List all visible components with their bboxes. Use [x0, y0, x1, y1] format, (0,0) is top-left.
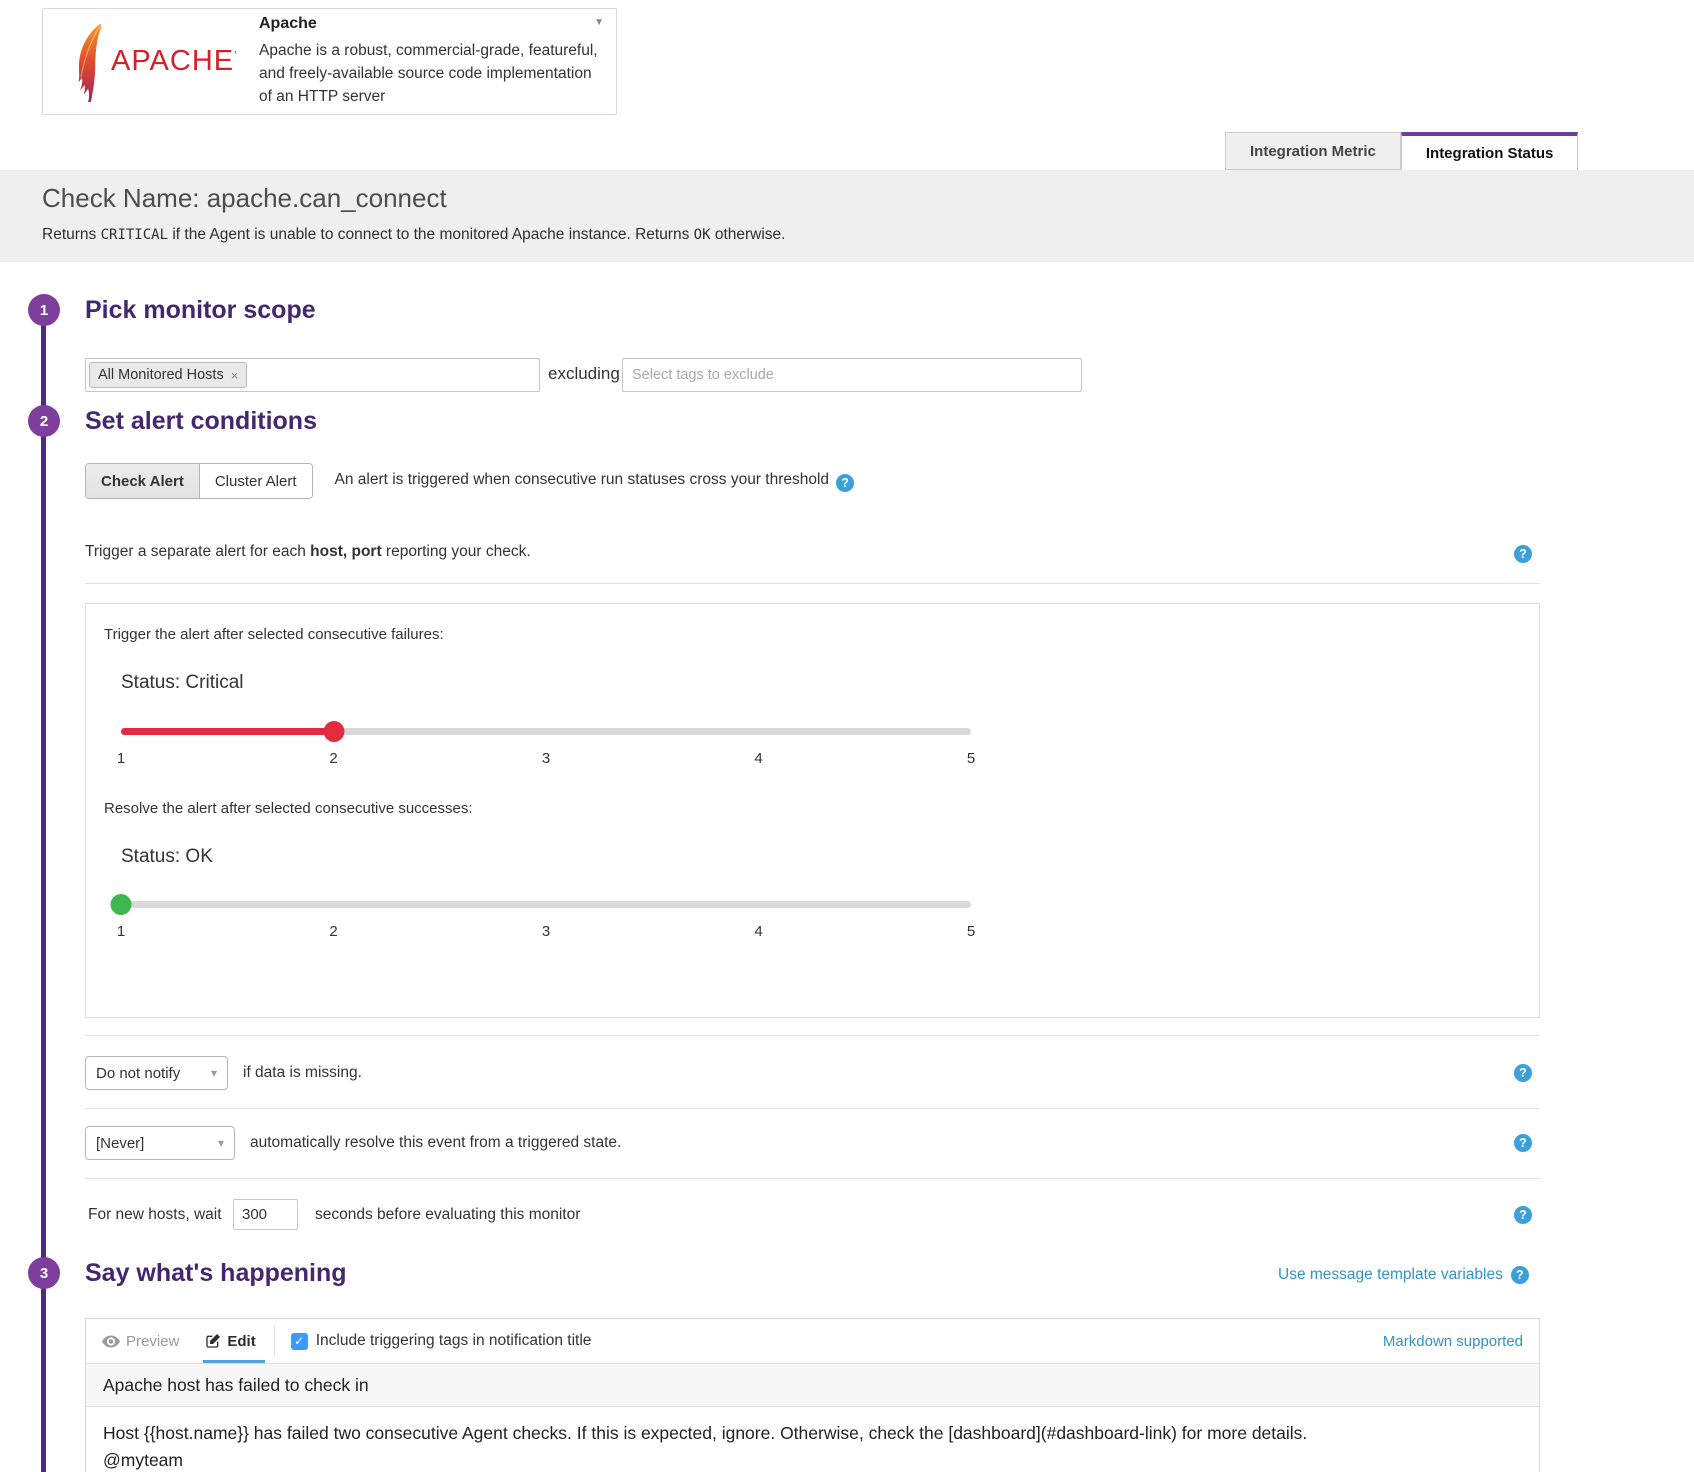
tick-label: 3	[541, 923, 551, 940]
auto-resolve-dropdown[interactable]: [Never] ▾	[85, 1126, 235, 1160]
set-alert-conditions-heading: Set alert conditions	[85, 407, 317, 435]
edit-tab-label: Edit	[227, 1332, 256, 1350]
edit-tab[interactable]: Edit	[203, 1332, 266, 1363]
tick-label: 4	[754, 750, 763, 767]
integration-title: Apache	[259, 14, 317, 32]
tick-label: 1	[116, 750, 126, 767]
edit-tab-active-underline	[203, 1359, 266, 1363]
divider	[85, 1035, 1540, 1036]
remove-tag-icon[interactable]: ×	[230, 367, 239, 383]
scope-tag-label: All Monitored Hosts	[98, 367, 224, 383]
tab-integration-metric[interactable]: Integration Metric	[1225, 132, 1401, 170]
step-1-badge: 1	[28, 294, 60, 326]
toolbar-divider	[273, 1326, 275, 1356]
check-name-band: Check Name: apache.can_connect Returns C…	[0, 170, 1694, 262]
new-host-wait-label-post: seconds before evaluating this monitor	[315, 1206, 581, 1223]
ok-status-label: Status: OK	[121, 846, 213, 867]
preview-tab-label: Preview	[126, 1332, 180, 1350]
consecutive-failures-label: Trigger the alert after selected consecu…	[104, 626, 444, 643]
auto-resolve-label: automatically resolve this event from a …	[250, 1134, 622, 1151]
apache-trademark: ’	[234, 48, 238, 63]
template-variables-help-icon[interactable]: ?	[1510, 1266, 1529, 1284]
tick-label: 1	[116, 923, 126, 940]
critical-slider-knob[interactable]	[323, 721, 344, 742]
markdown-supported-note: Markdown supported	[1382, 1332, 1523, 1350]
tab-integration-status[interactable]: Integration Status	[1400, 132, 1579, 170]
apache-logo: APACHE’	[57, 22, 247, 102]
missing-data-dropdown-value: Do not notify	[96, 1064, 181, 1082]
stepper-line	[41, 310, 46, 1472]
integration-description: Apache is a robust, commercial-grade, fe…	[259, 41, 598, 106]
alert-type-button-group: Check Alert Cluster Alert	[85, 463, 313, 499]
divider	[85, 1108, 1540, 1109]
editor-toolbar: Preview Edit ✓ Include triggering tags i…	[86, 1319, 1539, 1363]
threshold-help-icon[interactable]: ?	[836, 473, 855, 492]
scope-tag-pill[interactable]: All Monitored Hosts ×	[89, 362, 248, 388]
apache-feather-icon	[78, 23, 102, 102]
threshold-panel: Trigger the alert after selected consecu…	[85, 603, 1540, 1018]
scope-tags-input[interactable]: All Monitored Hosts ×	[85, 358, 540, 392]
tick-label: 5	[966, 750, 976, 767]
tick-label: 5	[966, 923, 976, 940]
new-host-wait-input[interactable]	[233, 1199, 298, 1230]
card-dropdown-caret-icon[interactable]: ▼	[594, 17, 604, 28]
pick-monitor-scope-heading: Pick monitor scope	[85, 296, 316, 324]
ok-code: OK	[693, 227, 711, 243]
apache-wordmark: APACHE’	[111, 45, 238, 77]
divider	[85, 1178, 1540, 1179]
divider	[85, 583, 1540, 584]
separate-alert-help-icon[interactable]: ?	[1514, 545, 1532, 563]
missing-data-help-icon[interactable]: ?	[1514, 1064, 1532, 1082]
exclude-tags-input[interactable]	[622, 358, 1082, 392]
integration-tabs: Integration Metric Integration Status	[1225, 132, 1579, 170]
new-host-wait-help-icon[interactable]: ?	[1514, 1206, 1532, 1224]
message-editor: Preview Edit ✓ Include triggering tags i…	[85, 1318, 1540, 1472]
critical-status-label: Status: Critical	[121, 672, 244, 693]
chevron-down-icon: ▾	[210, 1066, 217, 1080]
separate-alert-group-bold: host, port	[310, 543, 382, 560]
separate-alert-note: Trigger a separate alert for each host, …	[85, 543, 531, 560]
auto-resolve-dropdown-value: [Never]	[96, 1134, 145, 1152]
step-2-badge: 2	[28, 405, 60, 437]
edit-pencil-icon	[206, 1334, 221, 1348]
new-host-wait-label-pre: For new hosts, wait	[88, 1206, 222, 1223]
consecutive-successes-label: Resolve the alert after selected consecu…	[104, 800, 473, 817]
integration-selector-card[interactable]: ▼ APACHE’ Apache Apache is a robust, com…	[42, 8, 617, 115]
ok-slider[interactable]	[110, 894, 971, 915]
cluster-alert-button[interactable]: Cluster Alert	[199, 464, 312, 498]
critical-slider[interactable]	[121, 721, 971, 742]
tick-label: 2	[329, 750, 338, 767]
notification-title-input[interactable]	[86, 1363, 1539, 1407]
include-tags-label: Include triggering tags in notification …	[315, 1332, 592, 1349]
tick-label: 3	[541, 750, 551, 767]
check-alert-button[interactable]: Check Alert	[86, 464, 200, 498]
critical-slider-ticks: 1 2 3 4 5	[117, 750, 975, 770]
ok-slider-ticks: 1 2 3 4 5	[117, 923, 975, 943]
say-whats-happening-heading: Say what's happening	[85, 1259, 347, 1287]
tick-label: 4	[754, 923, 763, 940]
missing-data-label: if data is missing.	[243, 1064, 362, 1081]
include-tags-checkbox[interactable]: ✓	[290, 1332, 308, 1350]
notification-body-textarea[interactable]: Host {{host.name}} has failed two consec…	[103, 1423, 1308, 1471]
tick-label: 2	[329, 923, 338, 940]
critical-slider-fill	[121, 728, 334, 735]
excluding-label: excluding	[548, 364, 620, 383]
check-name-title: Check Name: apache.can_connect	[42, 183, 447, 213]
missing-data-dropdown[interactable]: Do not notify ▾	[85, 1056, 228, 1090]
message-template-variables-link[interactable]: Use message template variables ?	[1278, 1266, 1529, 1284]
critical-code: CRITICAL	[100, 227, 169, 243]
chevron-down-icon: ▾	[217, 1136, 224, 1150]
eye-icon	[102, 1335, 120, 1347]
preview-tab[interactable]: Preview	[102, 1333, 179, 1350]
threshold-note: An alert is triggered when consecutive r…	[335, 471, 855, 492]
step-3-badge: 3	[28, 1257, 60, 1289]
ok-slider-knob[interactable]	[110, 894, 132, 915]
check-description: Returns CRITICAL if the Agent is unable …	[42, 226, 786, 243]
auto-resolve-help-icon[interactable]: ?	[1514, 1134, 1532, 1152]
